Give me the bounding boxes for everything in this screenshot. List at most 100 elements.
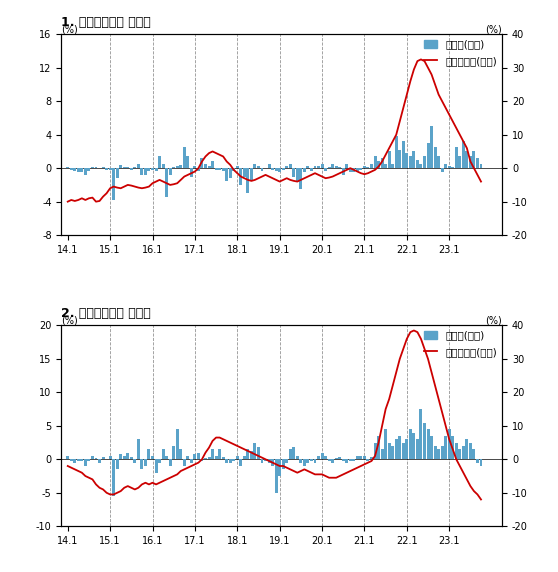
- Bar: [172, 446, 175, 459]
- Bar: [451, 166, 454, 168]
- Bar: [94, 458, 98, 459]
- Bar: [91, 456, 94, 459]
- Bar: [200, 459, 204, 462]
- Bar: [476, 158, 479, 168]
- Bar: [303, 459, 306, 466]
- Bar: [215, 456, 218, 459]
- Bar: [412, 432, 415, 459]
- Bar: [141, 459, 143, 470]
- Bar: [395, 136, 398, 168]
- Bar: [430, 126, 433, 168]
- Bar: [370, 164, 373, 168]
- Bar: [77, 459, 80, 462]
- Bar: [190, 168, 193, 177]
- Bar: [479, 459, 483, 466]
- Bar: [88, 168, 90, 170]
- Bar: [77, 168, 80, 172]
- Bar: [331, 459, 334, 463]
- Bar: [359, 456, 362, 459]
- Bar: [218, 168, 221, 170]
- Bar: [328, 166, 330, 168]
- Bar: [377, 436, 380, 459]
- Bar: [405, 153, 408, 168]
- Bar: [335, 166, 338, 168]
- Bar: [455, 443, 458, 459]
- Bar: [80, 168, 83, 172]
- Bar: [444, 164, 447, 168]
- Bar: [473, 449, 475, 459]
- Bar: [331, 164, 334, 168]
- Bar: [416, 439, 419, 459]
- Bar: [169, 168, 172, 175]
- Bar: [395, 439, 398, 459]
- Bar: [253, 443, 257, 459]
- Bar: [73, 168, 76, 170]
- Bar: [441, 446, 444, 459]
- Bar: [116, 168, 119, 178]
- Bar: [420, 409, 422, 459]
- Bar: [130, 168, 133, 170]
- Bar: [88, 459, 90, 462]
- Bar: [109, 168, 112, 170]
- Bar: [222, 168, 225, 170]
- Bar: [444, 436, 447, 459]
- Bar: [426, 429, 430, 459]
- Bar: [264, 459, 267, 462]
- Bar: [232, 168, 235, 170]
- Bar: [328, 459, 330, 460]
- Bar: [162, 449, 165, 459]
- Bar: [257, 447, 260, 459]
- Bar: [126, 452, 129, 459]
- Text: 1. 수출물가지수 등락률: 1. 수출물가지수 등락률: [61, 16, 151, 29]
- Bar: [158, 156, 161, 168]
- Bar: [359, 168, 362, 170]
- Bar: [66, 166, 69, 168]
- Bar: [172, 166, 175, 168]
- Bar: [126, 166, 129, 168]
- Bar: [179, 165, 182, 168]
- Bar: [243, 456, 246, 459]
- Bar: [405, 439, 408, 459]
- Bar: [321, 164, 324, 168]
- Bar: [402, 443, 405, 459]
- Bar: [275, 459, 278, 492]
- Bar: [303, 168, 306, 172]
- Bar: [423, 423, 426, 459]
- Bar: [335, 458, 338, 459]
- Text: (%): (%): [61, 315, 78, 325]
- Bar: [462, 141, 465, 168]
- Bar: [278, 168, 281, 172]
- Bar: [402, 141, 405, 168]
- Bar: [176, 166, 179, 168]
- Bar: [112, 459, 115, 496]
- Bar: [300, 168, 302, 189]
- Bar: [165, 168, 168, 197]
- Bar: [370, 457, 373, 459]
- Bar: [222, 457, 225, 459]
- Bar: [282, 168, 285, 170]
- Bar: [367, 459, 369, 460]
- Bar: [458, 449, 461, 459]
- Bar: [162, 164, 165, 168]
- Bar: [275, 168, 278, 170]
- Bar: [229, 168, 232, 178]
- Bar: [426, 143, 430, 168]
- Bar: [377, 161, 380, 168]
- Bar: [341, 459, 345, 462]
- Bar: [317, 456, 320, 459]
- Bar: [296, 456, 299, 459]
- Text: (%): (%): [485, 315, 502, 325]
- Bar: [434, 446, 436, 459]
- Bar: [476, 459, 479, 463]
- Bar: [261, 459, 263, 463]
- Bar: [112, 168, 115, 200]
- Bar: [352, 168, 355, 172]
- Bar: [296, 168, 299, 181]
- Bar: [341, 168, 345, 175]
- Bar: [292, 447, 295, 459]
- Bar: [130, 457, 133, 459]
- Bar: [437, 156, 440, 168]
- Bar: [473, 152, 475, 168]
- Bar: [268, 459, 271, 463]
- Bar: [356, 168, 359, 170]
